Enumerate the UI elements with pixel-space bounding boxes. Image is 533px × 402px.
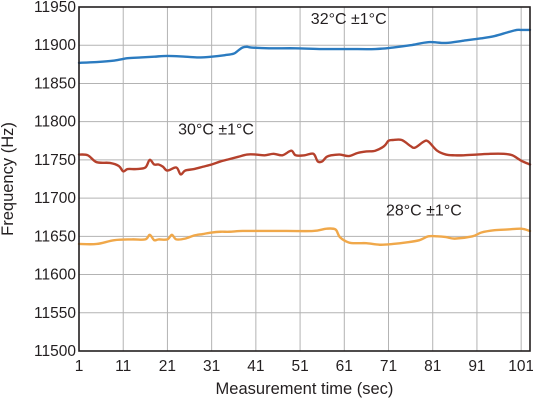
y-tick-label: 11700: [34, 190, 76, 207]
series-annotation: 32°C ±1°C: [311, 11, 387, 28]
y-axis-title: Frequency (Hz): [0, 122, 17, 236]
x-tick-label: 71: [380, 358, 397, 375]
y-tick-label: 11650: [34, 228, 76, 245]
plot-frame: [78, 6, 531, 352]
x-tick-label: 11: [115, 358, 131, 375]
x-tick-label: 81: [424, 358, 441, 375]
x-tick-label: 101: [508, 358, 533, 375]
series-line-0: [77, 28, 532, 64]
x-tick-label: 61: [336, 358, 353, 375]
series-annotations: 32°C ±1°C 30°C ±1°C 28°C ±1°C: [178, 11, 462, 220]
x-tick-label: 1: [75, 358, 84, 375]
y-tick-label: 11600: [34, 267, 76, 284]
y-tick-label: 11900: [34, 37, 76, 54]
y-tick-label: 11800: [34, 114, 76, 131]
x-tick-label: 41: [247, 358, 264, 375]
series-lines: [77, 28, 532, 246]
series-annotation: 28°C ±1°C: [386, 203, 462, 220]
series-annotation: 30°C ±1°C: [178, 122, 254, 139]
x-tick-label: 31: [203, 358, 220, 375]
y-tick-labels: 11500 11550 11600 11650 11700 11750 11800 11850…: [34, 0, 76, 360]
y-tick-label: 11750: [34, 152, 76, 169]
x-axis-title: Measurement time (sec): [216, 380, 394, 398]
series-line-2: [77, 227, 532, 246]
x-tick-label: 51: [291, 358, 308, 375]
series-line-1: [77, 138, 532, 176]
x-tick-label: 21: [159, 358, 176, 375]
y-tick-label: 11950: [34, 0, 76, 16]
y-tick-label: 11500: [34, 343, 76, 360]
y-tick-label: 11850: [34, 75, 76, 92]
grid: [78, 6, 530, 352]
y-tick-label: 11550: [34, 305, 76, 322]
x-tick-label: 91: [468, 358, 485, 375]
x-tick-labels: 1 11 21 31 41 51 61 71 81 91 101: [75, 358, 533, 375]
